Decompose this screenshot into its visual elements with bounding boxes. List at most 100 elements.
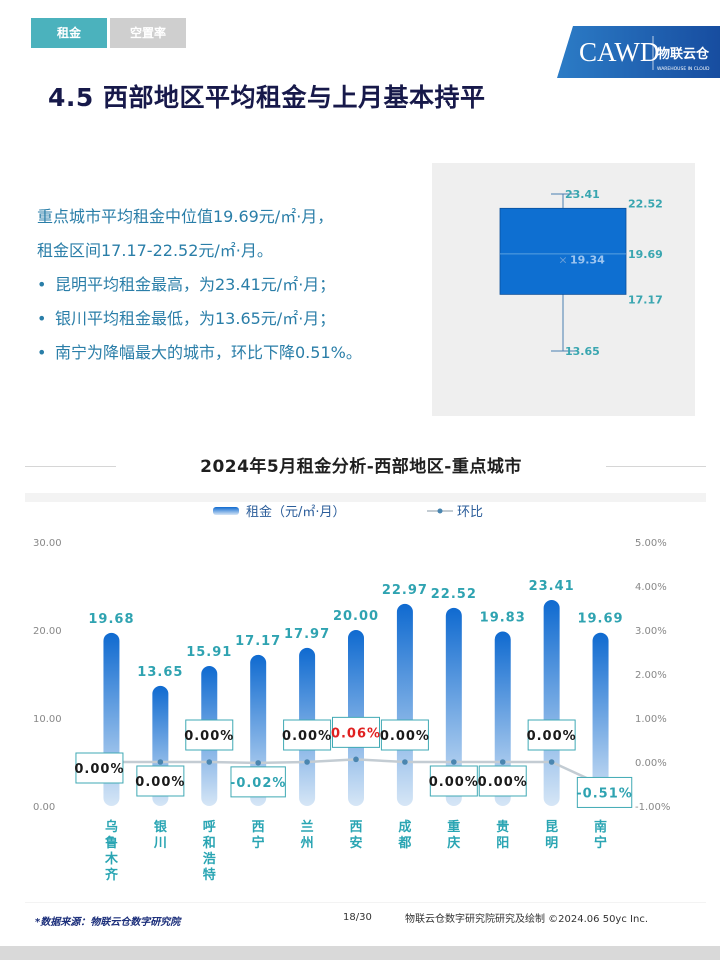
category-label: 成都 [397,819,411,851]
y-right-tick-label: 4.00% [635,582,667,593]
y-right-tick-label: 0.00% [635,758,667,769]
logo-sub2-text: WAREHOUSE IN CLOUD [657,66,710,72]
summary-line-1: 重点城市平均租金中位值19.69元/㎡·月， [37,207,334,226]
category-label: 重庆 [446,819,460,851]
bar [543,599,560,806]
summary-bullet: 南宁为降幅最大的城市，环比下降0.51%。 [37,336,427,370]
mom-label-box [136,765,185,797]
logo-cawd-text: CAWD [579,37,659,67]
category-label: 昆明 [545,819,558,851]
boxplot-box [499,207,627,295]
legend-bar-swatch [213,507,239,515]
bar-value-label: 19.68 [88,612,134,627]
logo-sub-text: 物联云仓 [657,46,710,62]
bar [592,632,609,806]
y-right-tick-label: -1.00% [635,802,670,813]
credit-note: 物联云仓数字研究院研究及绘制 ©2024.06 50yc Inc. [405,914,648,925]
summary-line-2: 租金区间17.17-22.52元/㎡·月。 [37,241,273,260]
mom-label: 0.00% [282,729,332,744]
legend-mom-label: 环比 [457,505,483,520]
y-left-tick-label: 10.00 [33,714,62,725]
mom-label: -0.51% [576,786,633,801]
bar-value-label: 13.65 [137,665,183,680]
boxplot-panel: × 23.41 22.52 19.69 19.34 17.17 13.65 [432,163,695,416]
summary-bullet: 银川平均租金最低，为13.65元/㎡·月； [37,302,427,336]
y-left-tick-label: 0.00 [33,802,55,813]
y-right-tick-label: 5.00% [635,538,667,549]
bar-value-label: 17.97 [284,627,330,642]
y-right-tick-label: 3.00% [635,626,667,637]
bar-value-label: 17.17 [235,634,281,649]
bar-value-label: 15.91 [186,645,232,660]
mom-point [499,759,506,765]
bottom-bar [0,946,720,960]
y-left-tick-label: 20.00 [33,626,62,637]
legend-line-marker [437,508,443,514]
bar-value-label: 22.52 [431,587,477,602]
mom-point [402,759,408,765]
mom-label-box [380,719,429,751]
category-label: 贵阳 [496,819,509,851]
category-label: 西宁 [252,820,265,851]
mom-label: 0.00% [184,729,234,744]
chart-section-title: 2024年5月租金分析-西部地区-重点城市 [116,450,606,488]
mom-label: 0.00% [380,729,430,744]
y-right-tick-label: 1.00% [635,714,667,725]
mom-label: 0.00% [135,775,185,790]
category-label: 西安 [349,820,362,851]
mom-label: 0.00% [478,775,528,790]
bar [445,607,462,806]
mom-point [353,756,359,763]
mom-label-box [283,719,332,751]
mom-label-box [429,765,478,797]
cawd-logo: CAWD 物联云仓 WAREHOUSE IN CLOUD [557,26,720,78]
mom-point [206,759,213,765]
y-right-tick-label: 2.00% [635,670,667,681]
boxplot-q1-label: 17.17 [628,293,663,306]
mom-label-box [230,766,286,798]
y-left-tick-label: 30.00 [33,538,62,549]
page-title: 4.5 西部地区平均租金与上月基本持平 [48,83,486,112]
mom-point [255,760,261,766]
boxplot: × 23.41 22.52 19.69 19.34 17.17 13.65 [499,188,663,358]
boxplot-min-label: 13.65 [565,345,600,358]
category-label: 乌鲁木齐 [104,819,119,883]
category-label: 南宁 [594,819,607,851]
mom-label-box [576,776,633,808]
boxplot-mean-label: 19.34 [570,253,605,266]
bar-value-label: 22.97 [382,583,428,598]
rent-chart: 租金（元/㎡·月） 环比 0.00 10.00 20.00 30.00 -1.00% 0.00… [33,504,670,883]
mom-label: 0.00% [429,775,479,790]
mom-label: -0.02% [230,776,287,791]
mom-point [548,759,555,765]
mom-label: 0.00% [74,762,124,777]
category-label: 银川 [153,819,168,851]
boxplot-q3-label: 22.52 [628,197,663,210]
boxplot-mean-marker: × [558,253,567,266]
mom-point [157,759,164,765]
page-number: 18/30 [343,912,372,923]
boxplot-max-label: 23.41 [565,188,600,201]
tab-rent[interactable]: 租金 [31,18,107,48]
mom-label-box [75,752,124,784]
bar-value-label: 19.69 [577,612,623,627]
mom-point [451,759,457,765]
bar [396,603,413,806]
chart-card [25,502,706,902]
boxplot-median-label: 19.69 [628,248,663,261]
mom-label: 0.06% [331,726,381,741]
mom-label-box [478,765,527,797]
data-source-note: *数据来源：物联云仓数字研究院 [35,917,181,928]
summary-text: 重点城市平均租金中位值19.69元/㎡·月， 租金区间17.17-22.52元/… [37,200,427,370]
mom-label: 0.00% [527,729,577,744]
mom-label-box [185,719,234,751]
mom-label-box [527,719,576,751]
bar-value-label: 23.41 [529,579,575,594]
legend-rent-label: 租金（元/㎡·月） [246,504,346,520]
bar-value-label: 20.00 [333,609,379,624]
tab-vacancy[interactable]: 空置率 [110,18,186,48]
category-label: 呼和浩特 [203,819,216,883]
category-label: 兰州 [300,819,314,851]
summary-bullet: 昆明平均租金最高，为23.41元/㎡·月； [37,268,427,302]
mom-label-box [332,716,380,748]
